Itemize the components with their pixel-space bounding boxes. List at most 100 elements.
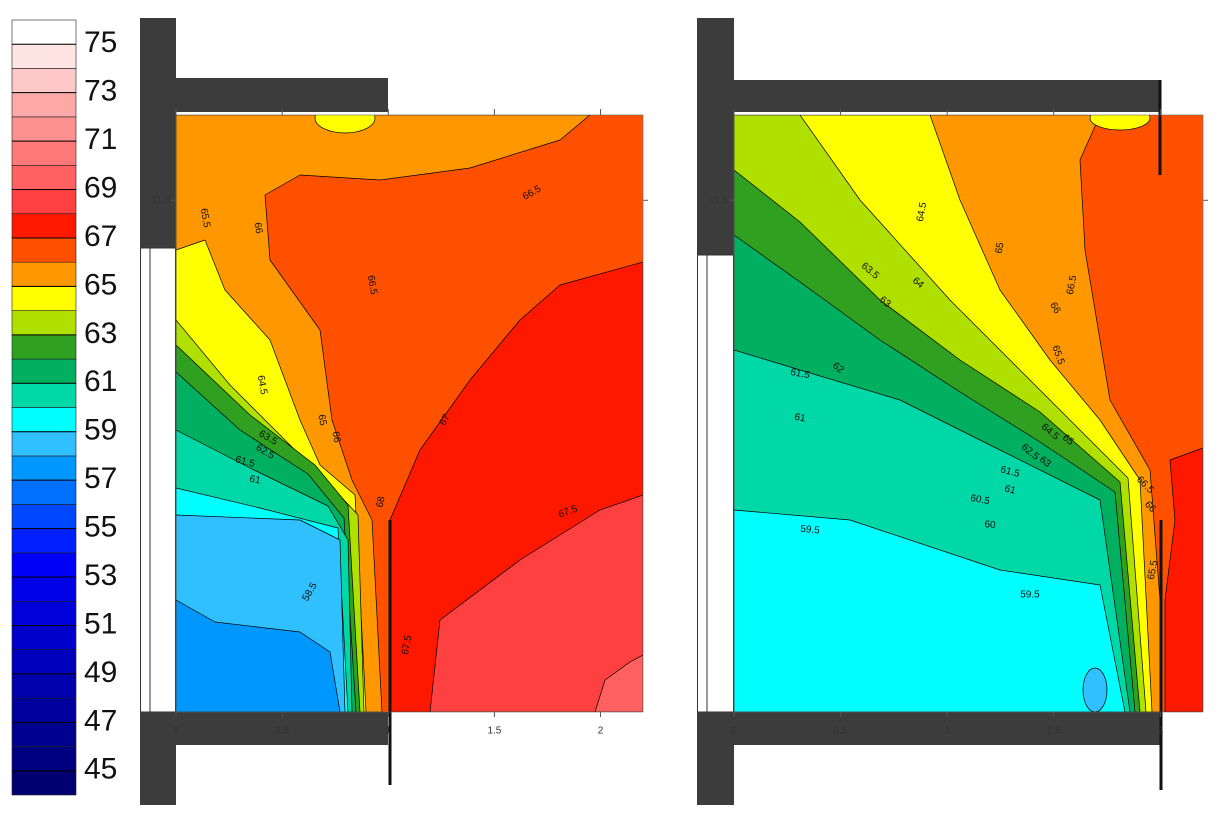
window — [140, 247, 176, 713]
color-band — [11, 625, 77, 650]
wall — [140, 712, 388, 745]
contour-label: 66.5 — [1065, 274, 1079, 296]
contour-region — [594, 654, 643, 712]
color-band — [11, 722, 77, 747]
contour-label: 67.5 — [400, 634, 414, 656]
color-band — [11, 286, 77, 311]
contour-label: 66.5 — [365, 274, 379, 296]
axes: 0 0.5 1 1.5 211.50 0.5 1 1.5 211.5 — [151, 109, 1208, 737]
wall — [697, 18, 734, 255]
wall — [140, 745, 176, 805]
contour-label: 61 — [1003, 483, 1017, 497]
color-band — [11, 261, 77, 287]
contour-label: 61 — [249, 474, 262, 487]
colorbar-label: 69 — [84, 171, 117, 204]
wall — [176, 78, 388, 112]
plot-frame — [733, 114, 1204, 713]
x-tick-label: 2 — [598, 726, 604, 737]
contour-label: 68 — [375, 495, 388, 508]
contour-label: 66 — [1047, 301, 1062, 317]
wall — [734, 80, 1160, 112]
contour-region — [1164, 447, 1203, 712]
window — [697, 254, 734, 713]
color-band — [11, 189, 77, 215]
colorbar-label: 45 — [84, 753, 117, 786]
color-band — [11, 673, 77, 699]
walls — [140, 18, 1163, 805]
x-tick-label: 1.5 — [487, 726, 501, 737]
colorbar-label: 49 — [84, 656, 117, 689]
x-tick-label: 0.5 — [834, 726, 848, 737]
color-band — [11, 68, 77, 93]
color-band — [11, 504, 77, 529]
x-tick-label: 0.5 — [275, 726, 289, 737]
color-band — [11, 213, 77, 239]
contour-region — [429, 494, 643, 712]
contour-label: 65.5 — [1146, 559, 1160, 581]
color-band — [11, 649, 77, 675]
contour-label: 66 — [329, 431, 342, 444]
color-band — [11, 310, 77, 336]
contour-label: 60 — [984, 519, 996, 531]
x-tick-label: 0 — [731, 726, 737, 737]
color-band — [11, 382, 77, 408]
contour-label: 61.5 — [789, 367, 811, 381]
contour-region — [734, 509, 1126, 712]
color-band — [11, 431, 77, 457]
color-band — [11, 746, 77, 772]
color-band — [11, 407, 77, 433]
wall — [697, 745, 734, 805]
color-band — [11, 116, 77, 142]
contour-label: 61.5 — [999, 464, 1021, 480]
y-tick-label: 11.5 — [151, 195, 170, 206]
contour-label: 59.5 — [800, 524, 821, 537]
wall — [697, 712, 1160, 745]
color-band — [11, 479, 77, 505]
contour-map: 65.5 6666.566.564.5656663.562.561.5616767… — [176, 115, 643, 712]
colorbar-label: 51 — [84, 607, 117, 640]
color-band — [11, 552, 77, 578]
contour-region — [1089, 115, 1151, 131]
color-band — [11, 19, 77, 45]
contour-label: 61.5 — [234, 454, 256, 470]
x-tick-label: 1 — [385, 726, 391, 737]
colorbar-label: 71 — [84, 123, 117, 156]
color-band — [11, 92, 77, 118]
colorbar-label: 55 — [84, 511, 117, 544]
color-band — [11, 528, 77, 554]
y-tick-label: 11.5 — [709, 195, 728, 206]
color-band — [11, 770, 77, 796]
x-tick-label: 0 — [173, 726, 179, 737]
contour-label: 65 — [994, 241, 1007, 254]
x-tick-label: 1.5 — [1047, 726, 1061, 737]
color-band — [11, 576, 77, 602]
contour-label: 64.5 — [255, 374, 269, 396]
contour-region — [1082, 667, 1108, 712]
color-band — [11, 140, 77, 166]
contour-map: 64.56566.56665.563.564636261.56162.56364… — [734, 115, 1203, 712]
color-band — [11, 334, 77, 360]
color-band — [11, 165, 77, 190]
contour-label: 64.5 — [915, 201, 929, 223]
color-band — [11, 697, 77, 723]
contour-label: 65.5 — [198, 207, 212, 229]
contour-region — [314, 115, 376, 134]
color-band — [11, 43, 77, 69]
color-band — [11, 358, 77, 384]
x-tick-label: 1 — [944, 726, 950, 737]
colorbar-label: 61 — [84, 365, 117, 398]
colorbar-label: 73 — [84, 75, 117, 108]
colorbar-label: 59 — [84, 414, 117, 447]
x-tick-label: 2 — [1158, 726, 1164, 737]
colorbar-label: 53 — [84, 559, 117, 592]
colorbar-label: 47 — [84, 704, 117, 737]
colorbar-label: 67 — [84, 220, 117, 253]
colorbar: 45 47 49 51 53 55 57 59 61 63 65 67 69 71 73 75 — [11, 19, 117, 796]
color-band — [11, 600, 77, 626]
colorbar-label: 65 — [84, 268, 117, 301]
contour-label: 59.5 — [1020, 590, 1040, 601]
contour-label: 61 — [794, 412, 807, 425]
colorbar-label: 57 — [84, 462, 117, 495]
contour-label: 67 — [438, 412, 453, 428]
